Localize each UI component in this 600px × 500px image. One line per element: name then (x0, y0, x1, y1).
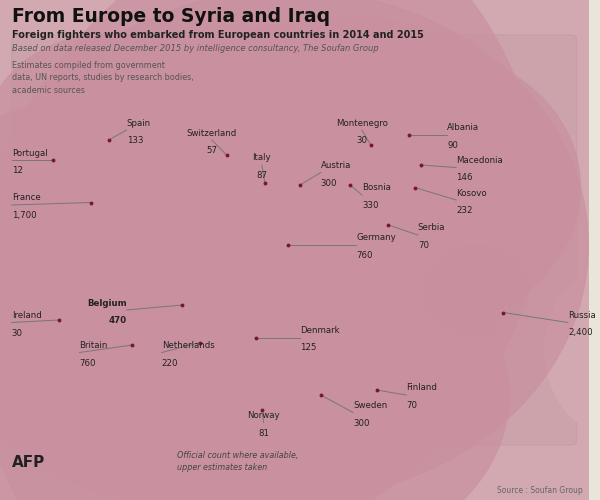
Circle shape (306, 47, 512, 223)
Text: Bosnia: Bosnia (362, 184, 391, 192)
Text: 70: 70 (406, 401, 417, 410)
Text: Switzerland: Switzerland (187, 128, 237, 138)
Text: AFP: AFP (12, 455, 45, 470)
Text: Kosovo: Kosovo (456, 188, 487, 198)
FancyBboxPatch shape (12, 35, 577, 445)
Text: Norway: Norway (247, 411, 280, 420)
Text: Serbia: Serbia (418, 224, 445, 232)
Text: 57: 57 (206, 146, 217, 155)
Text: 300: 300 (321, 178, 337, 188)
Text: Belgium: Belgium (87, 298, 127, 308)
Circle shape (286, 312, 468, 468)
Circle shape (134, 234, 378, 441)
Text: Finland: Finland (406, 384, 437, 392)
Text: 30: 30 (356, 136, 367, 145)
Circle shape (152, 17, 548, 353)
Circle shape (424, 245, 530, 335)
Text: 90: 90 (447, 141, 458, 150)
Text: 81: 81 (258, 428, 269, 438)
Circle shape (311, 94, 430, 196)
Text: 70: 70 (418, 241, 429, 250)
Text: Spain: Spain (127, 118, 151, 128)
Text: 2,400: 2,400 (568, 328, 593, 338)
Text: Official count where available,
upper estimates taken: Official count where available, upper es… (176, 451, 298, 472)
Circle shape (145, 85, 309, 225)
Text: Albania: Albania (447, 124, 479, 132)
Text: Montenegro: Montenegro (336, 118, 388, 128)
Circle shape (298, 148, 479, 302)
Text: Germany: Germany (356, 234, 396, 242)
Ellipse shape (544, 262, 600, 438)
Text: Ireland: Ireland (12, 311, 41, 320)
Circle shape (0, 90, 433, 500)
Text: Source : Soufan Group: Source : Soufan Group (497, 486, 583, 495)
Text: Macedonia: Macedonia (456, 156, 503, 165)
Circle shape (112, 25, 489, 345)
Text: 12: 12 (12, 166, 23, 175)
Circle shape (249, 46, 581, 328)
Text: 220: 220 (162, 358, 178, 368)
Text: Sweden: Sweden (353, 401, 388, 410)
Text: 470: 470 (109, 316, 127, 325)
Text: From Europe to Syria and Iraq: From Europe to Syria and Iraq (12, 8, 330, 26)
Text: Denmark: Denmark (300, 326, 340, 335)
Text: 133: 133 (127, 136, 143, 145)
Text: 87: 87 (256, 171, 268, 180)
Text: Based on data released December 2015 by intelligence consultancy, The Soufan Gro: Based on data released December 2015 by … (12, 44, 379, 53)
Text: 760: 760 (356, 251, 373, 260)
Text: 760: 760 (79, 358, 96, 368)
Circle shape (0, 0, 540, 500)
Text: 146: 146 (456, 174, 473, 182)
Text: Britain: Britain (79, 341, 108, 350)
Text: Austria: Austria (321, 161, 351, 170)
Text: Netherlands: Netherlands (162, 341, 215, 350)
Text: 232: 232 (456, 206, 473, 215)
Text: Estimates compiled from government
data, UN reports, studies by research bodies,: Estimates compiled from government data,… (12, 61, 193, 95)
Text: 125: 125 (300, 344, 317, 352)
Circle shape (0, 270, 118, 370)
Text: 1,700: 1,700 (12, 211, 37, 220)
Circle shape (0, 34, 235, 246)
Text: Foreign fighters who embarked from European countries in 2014 and 2015: Foreign fighters who embarked from Europ… (12, 30, 424, 40)
Text: 30: 30 (12, 328, 23, 338)
Text: 300: 300 (353, 418, 370, 428)
Circle shape (164, 327, 360, 493)
Text: 330: 330 (362, 201, 379, 210)
Circle shape (15, 128, 91, 192)
Text: France: France (12, 194, 41, 202)
Circle shape (0, 104, 418, 500)
Circle shape (132, 235, 509, 500)
Text: AFP: AFP (439, 270, 505, 300)
Circle shape (289, 53, 553, 277)
Text: Italy: Italy (253, 154, 271, 162)
Circle shape (163, 96, 367, 269)
Text: Portugal: Portugal (12, 148, 47, 158)
Circle shape (38, 206, 362, 480)
Text: Russia: Russia (568, 311, 596, 320)
